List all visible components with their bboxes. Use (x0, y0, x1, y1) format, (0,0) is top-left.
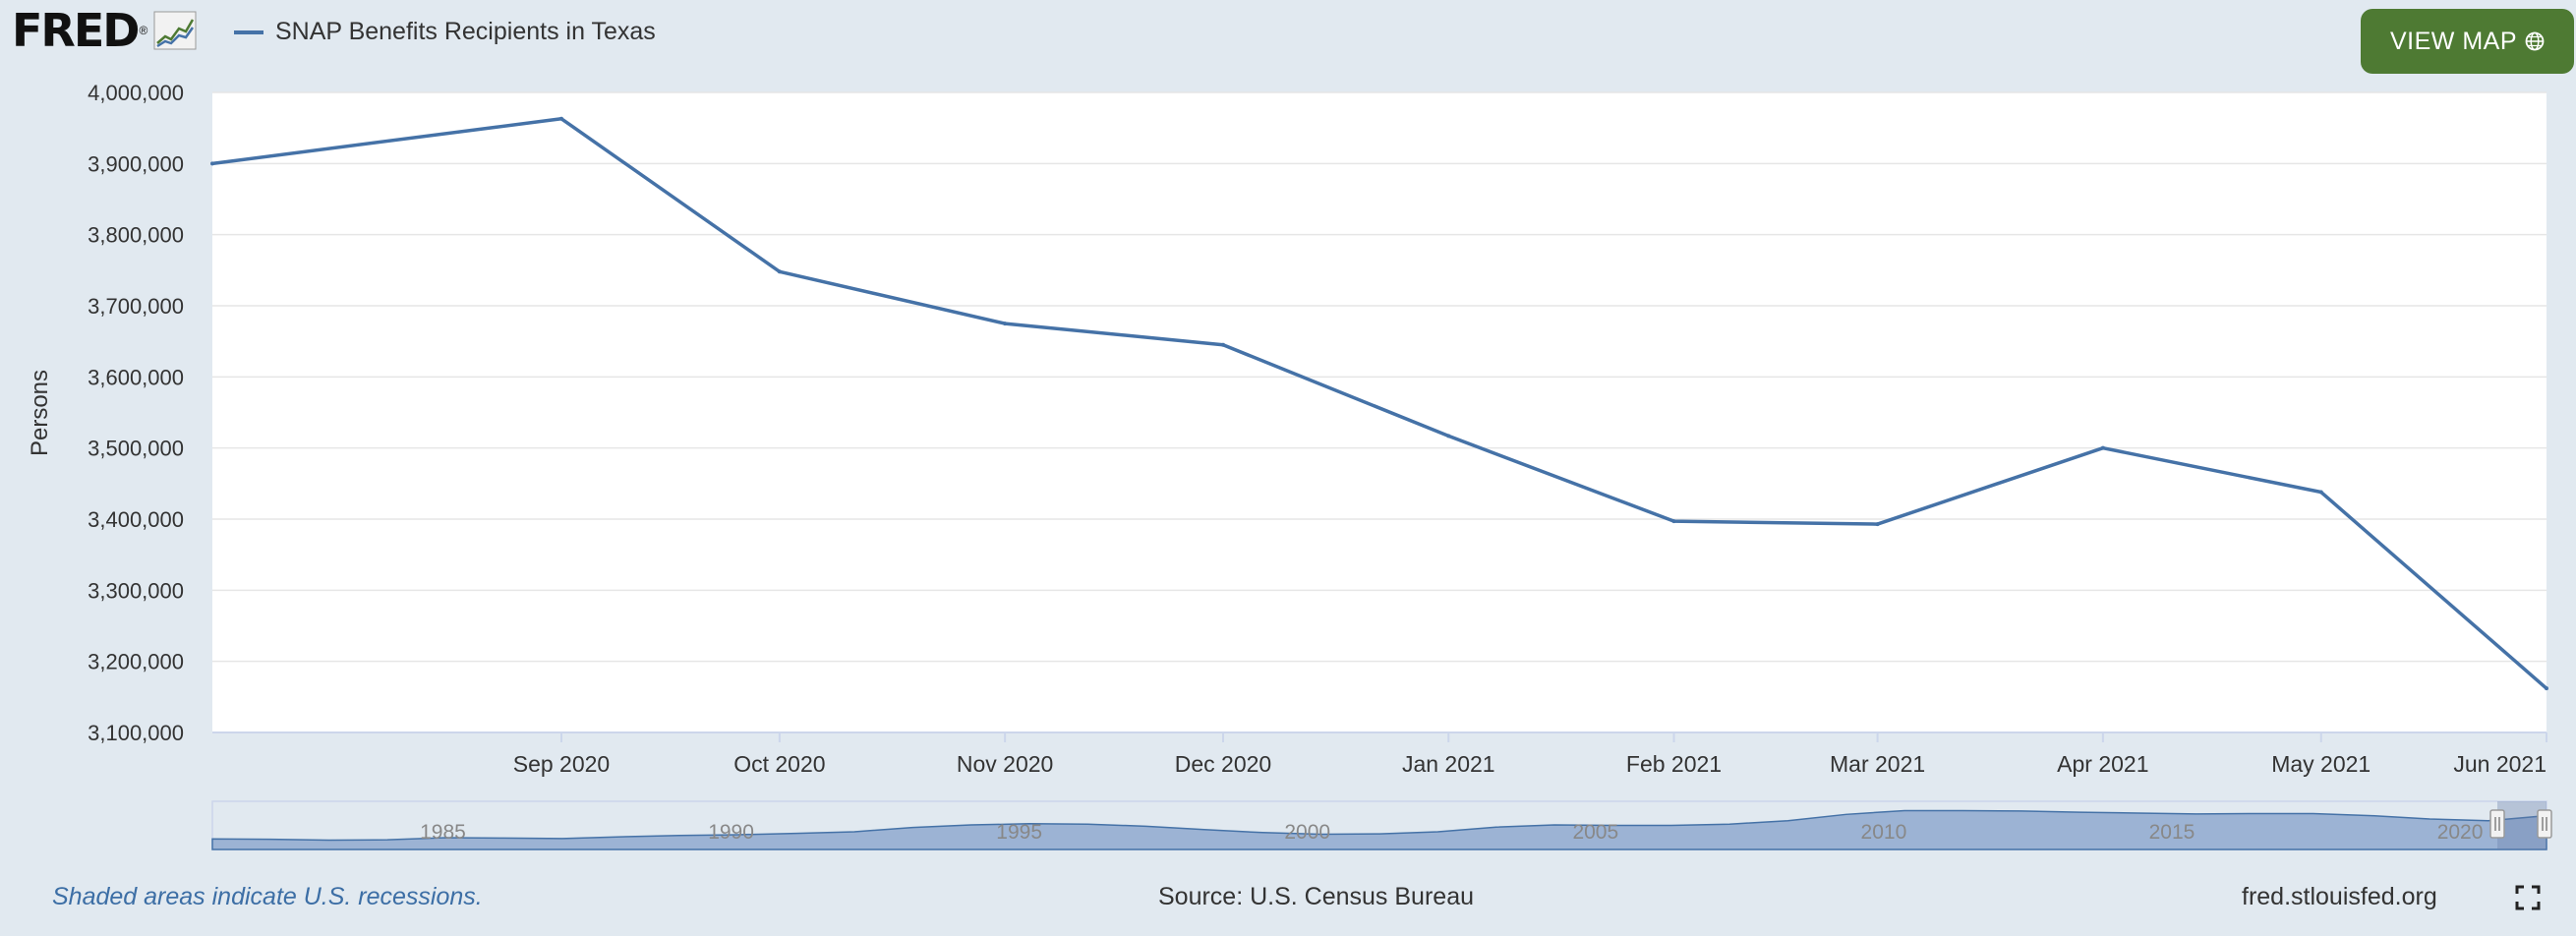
y-tick-label: 3,800,000 (88, 223, 184, 248)
data-point[interactable] (2318, 490, 2323, 495)
fred-url-link[interactable]: fred.stlouisfed.org (2242, 883, 2437, 910)
legend-series-label: SNAP Benefits Recipients in Texas (275, 18, 656, 45)
source-text: Source: U.S. Census Bureau (1158, 883, 1474, 910)
navigator-tick-label: 1985 (420, 821, 466, 844)
chart-legend[interactable]: SNAP Benefits Recipients in Texas (234, 18, 656, 46)
navigator-tick-label: 2020 (2437, 821, 2484, 844)
legend-swatch (234, 29, 263, 34)
navigator-tick-label: 2015 (2149, 821, 2195, 844)
data-point[interactable] (1003, 322, 1008, 326)
logo-text: FRED (12, 4, 140, 57)
fred-logo[interactable]: FRED ® (12, 8, 197, 53)
recession-note: Shaded areas indicate U.S. recessions. (52, 883, 483, 910)
y-tick-label: 3,200,000 (88, 650, 184, 674)
x-tick-label: May 2021 (2271, 751, 2371, 777)
navigator-series-area (211, 809, 2547, 850)
data-point[interactable] (2545, 686, 2548, 691)
x-tick-label: Sep 2020 (513, 751, 610, 777)
view-map-label: VIEW MAP (2389, 27, 2517, 55)
y-tick-label: 4,000,000 (88, 81, 184, 105)
navigator-tick-label: 2000 (1284, 821, 1330, 844)
y-tick-label: 3,100,000 (88, 721, 184, 745)
navigator-tick-label: 2005 (1572, 821, 1618, 844)
y-axis-title: Persons (27, 370, 53, 456)
navigator-tick-label: 2010 (1861, 821, 1907, 844)
y-tick-label: 3,500,000 (88, 437, 184, 461)
data-point[interactable] (1671, 519, 1676, 524)
data-point[interactable] (777, 269, 782, 274)
x-tick-label: Dec 2020 (1175, 751, 1271, 777)
x-tick-label: Nov 2020 (957, 751, 1053, 777)
navigator-tick-label: 1995 (996, 821, 1042, 844)
plot-area (212, 92, 2547, 732)
y-tick-label: 3,700,000 (88, 294, 184, 319)
navigator-tick-label: 1990 (708, 821, 754, 844)
x-tick-label: Apr 2021 (2057, 751, 2148, 777)
x-tick-label: Jun 2021 (2453, 751, 2547, 777)
data-point[interactable] (1220, 342, 1225, 347)
y-tick-label: 3,300,000 (88, 578, 184, 603)
data-point[interactable] (1446, 434, 1451, 439)
fullscreen-icon[interactable] (2515, 885, 2541, 910)
data-point[interactable] (1875, 522, 1880, 527)
view-map-button[interactable]: VIEW MAP (2361, 9, 2574, 74)
y-tick-label: 3,600,000 (88, 365, 184, 389)
line-chart-icon (153, 11, 197, 50)
x-tick-label: Feb 2021 (1626, 751, 1722, 777)
x-tick-label: Mar 2021 (1830, 751, 1925, 777)
data-point[interactable] (2100, 445, 2105, 450)
navigator-handle[interactable] (2489, 809, 2505, 839)
x-tick-label: Oct 2020 (733, 751, 825, 777)
data-point[interactable] (558, 116, 563, 121)
data-point[interactable] (210, 161, 214, 166)
y-tick-label: 3,400,000 (88, 507, 184, 532)
logo-registered-mark: ® (139, 24, 148, 37)
y-tick-label: 3,900,000 (88, 151, 184, 176)
x-tick-label: Jan 2021 (1402, 751, 1495, 777)
globe-icon (2525, 31, 2545, 51)
navigator-handle[interactable] (2537, 809, 2552, 839)
